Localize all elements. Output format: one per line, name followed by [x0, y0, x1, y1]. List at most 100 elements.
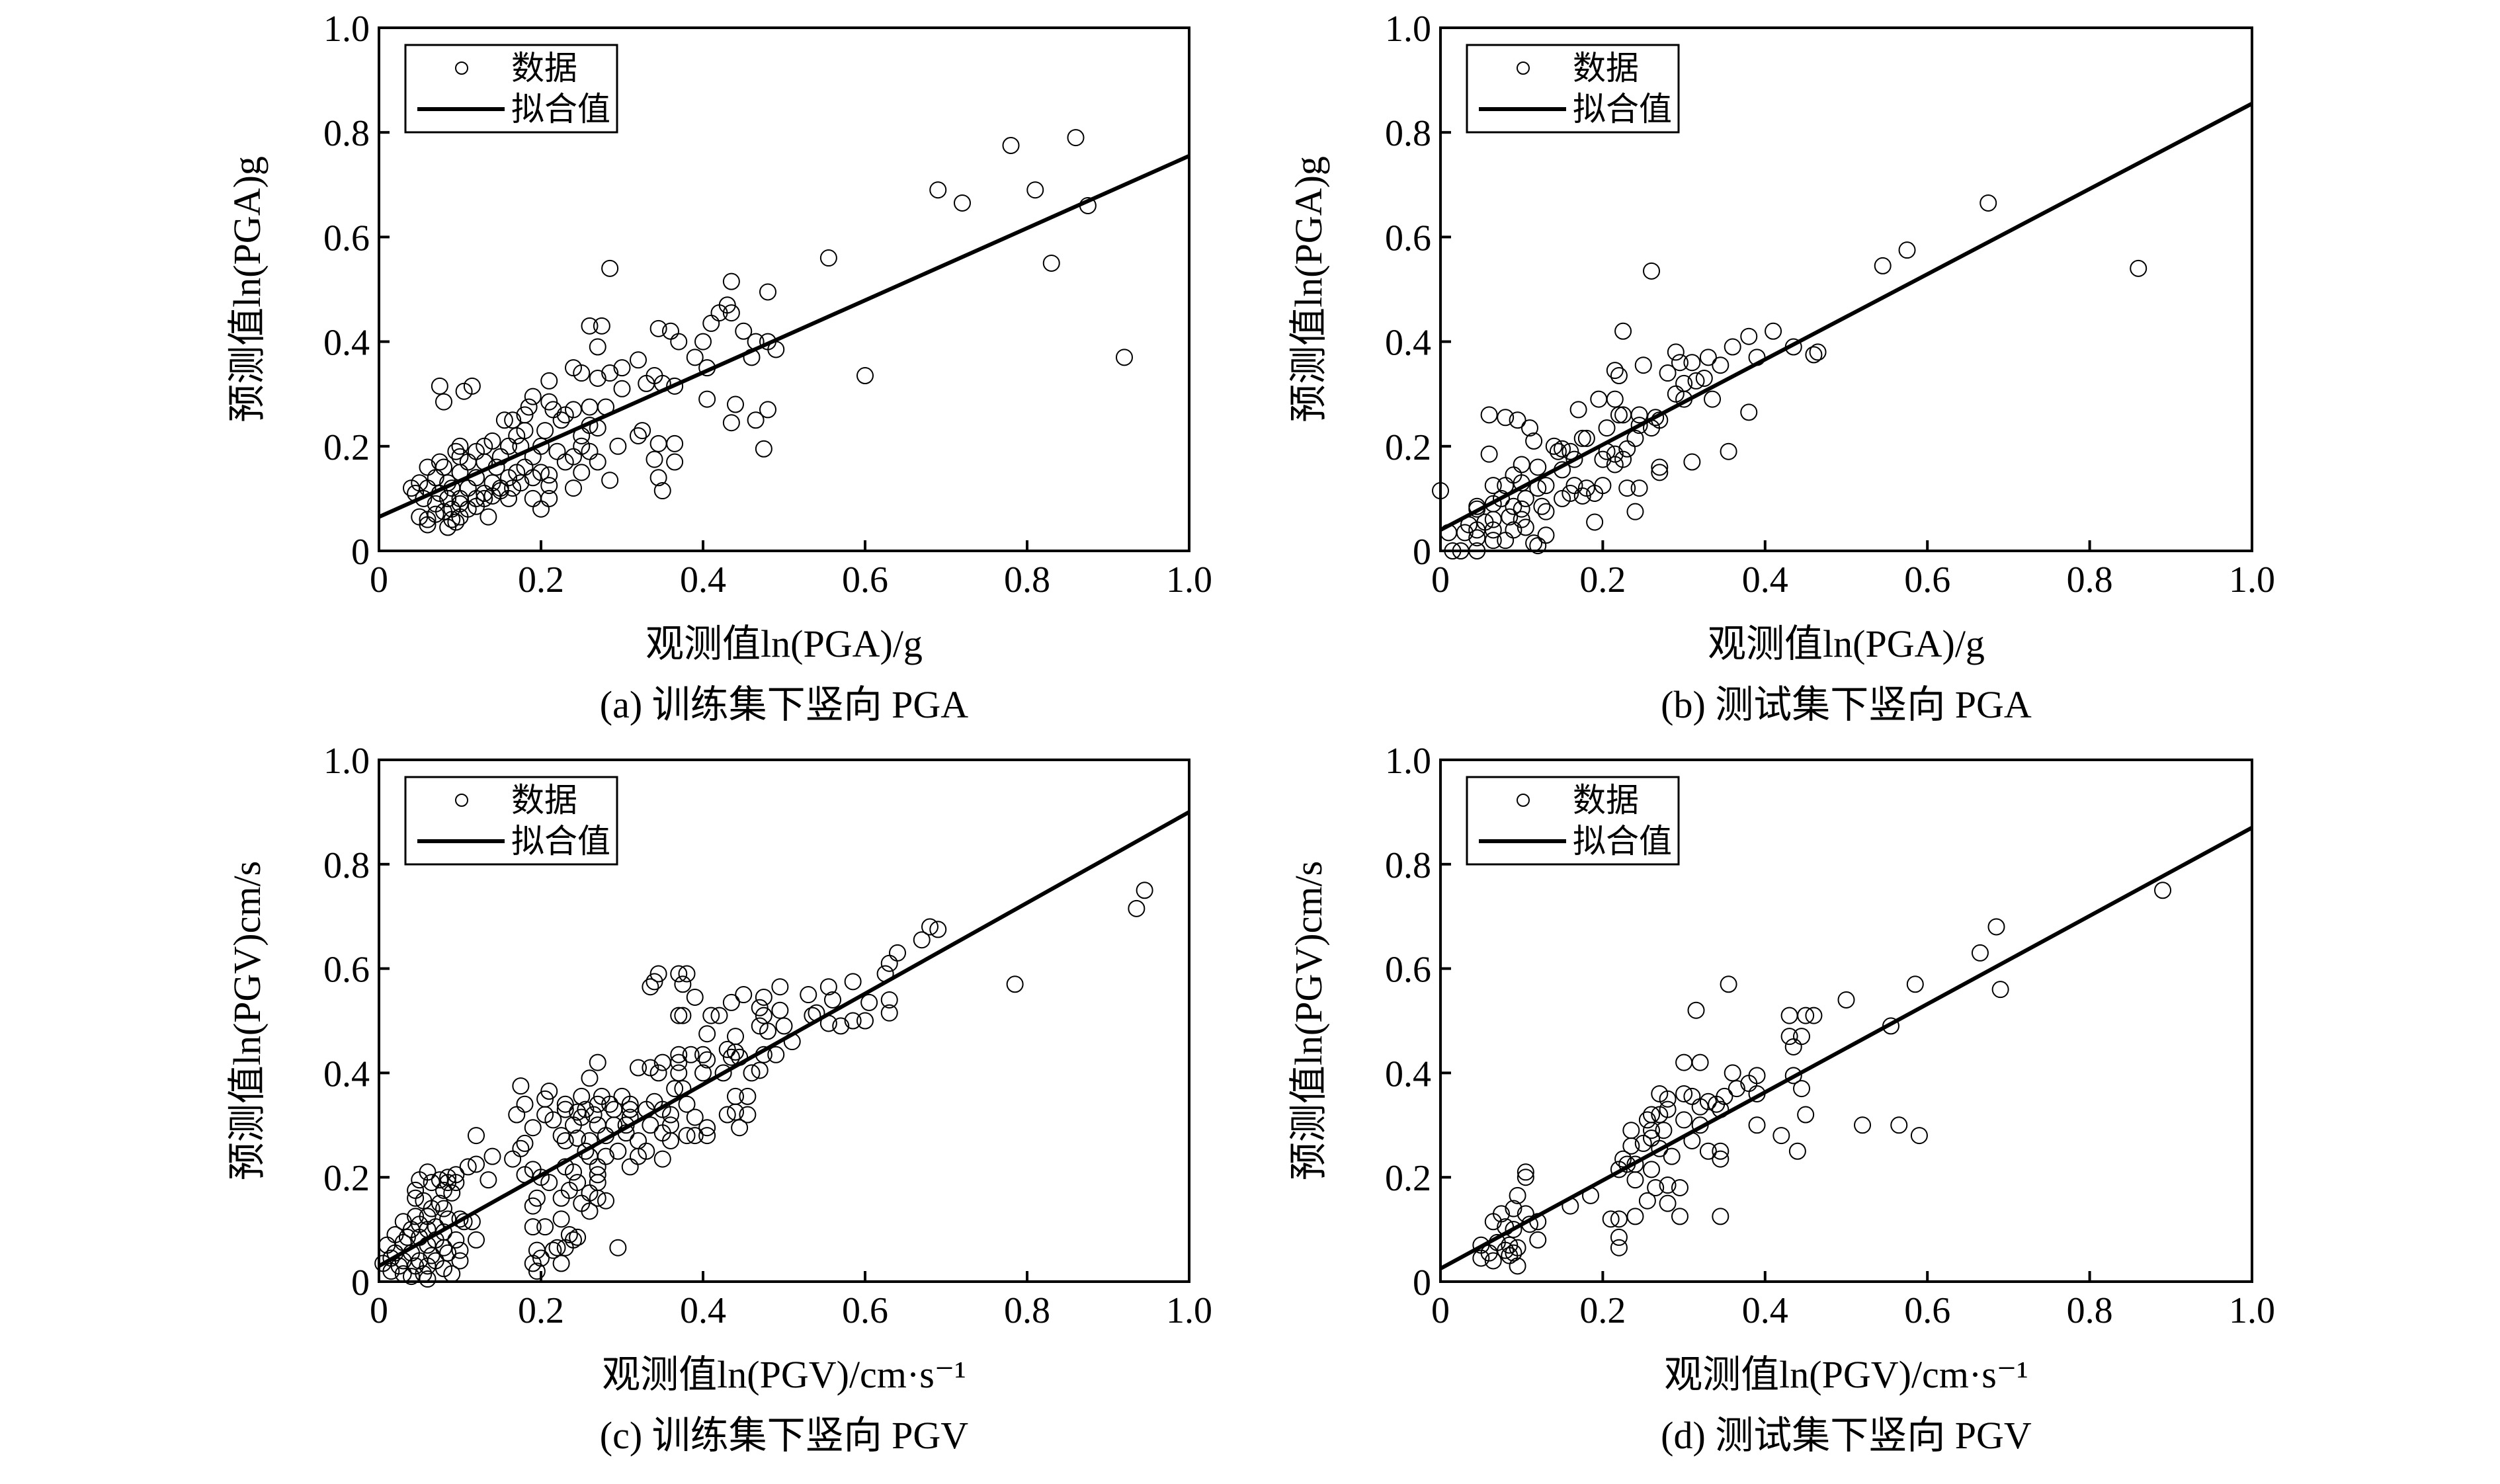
data-point [743, 1064, 761, 1082]
x-tick-label: 0.6 [1904, 1290, 1950, 1331]
data-point [1687, 372, 1705, 390]
data-point [929, 921, 947, 938]
data-point [435, 1239, 452, 1257]
data-point [589, 1166, 606, 1184]
data-point [929, 181, 947, 199]
data-point [1712, 1142, 1729, 1160]
data-point [714, 1064, 732, 1082]
legend-label-data: 数据 [511, 782, 577, 819]
data-point [1720, 975, 1737, 993]
data-point [702, 314, 720, 332]
data-point [1529, 1231, 1547, 1249]
data-point [694, 333, 712, 350]
data-point [722, 993, 740, 1011]
data-point [767, 1046, 785, 1063]
plot-frame [378, 26, 1190, 552]
data-point [1630, 417, 1648, 434]
y-axis-label: 预测值ln(PGA)g [226, 156, 269, 423]
data-point [1509, 411, 1526, 429]
data-point [621, 1095, 639, 1113]
data-point [1655, 1122, 1673, 1139]
data-point [552, 1255, 570, 1272]
data-point [954, 194, 971, 212]
data-point [1509, 1257, 1526, 1275]
fit-line [1439, 102, 2253, 532]
data-point [1971, 944, 1989, 962]
data-point [1724, 1064, 1741, 1082]
data-point [649, 1064, 667, 1082]
y-tick-label: 0.2 [1385, 1158, 1431, 1199]
data-point [1898, 241, 1916, 259]
data-point [504, 1150, 522, 1168]
data-point [1484, 1252, 1502, 1270]
data-point [435, 1200, 452, 1217]
data-point [1484, 477, 1502, 495]
data-point [601, 259, 619, 277]
x-tick-label: 0.2 [518, 1290, 564, 1331]
data-point [1537, 477, 1555, 495]
data-point [1788, 1142, 1806, 1160]
data-point [609, 437, 627, 455]
data-point [524, 1197, 542, 1215]
y-tick-label: 0 [351, 532, 370, 573]
data-point [755, 1007, 772, 1024]
data-point [419, 511, 437, 528]
data-point [1630, 479, 1648, 497]
data-point [1602, 1210, 1620, 1228]
data-point [1687, 1001, 1705, 1019]
data-point [1797, 1106, 1815, 1124]
y-tick-label: 0.6 [323, 218, 370, 259]
data-point [670, 1007, 688, 1024]
data-point [435, 393, 452, 411]
data-point [382, 1262, 400, 1280]
data-point [698, 1025, 716, 1043]
x-tick-label: 0.6 [842, 559, 888, 600]
data-point [1704, 390, 1722, 408]
data-point [755, 988, 772, 1006]
data-point [1659, 1090, 1677, 1108]
x-tick-label: 1.0 [1166, 1290, 1212, 1331]
data-point [565, 479, 582, 497]
data-point [1691, 1053, 1709, 1071]
data-point [1634, 1134, 1652, 1152]
data-point [1724, 338, 1741, 356]
panel-caption: (b) 测试集下竖向 PGA [1661, 683, 2032, 726]
data-point [508, 1106, 526, 1124]
data-point [739, 1087, 757, 1105]
data-point [451, 489, 469, 507]
data-point [593, 317, 610, 335]
data-point [1659, 364, 1677, 382]
data-point [1042, 254, 1060, 272]
x-tick-label: 0.6 [1904, 559, 1950, 600]
data-point [544, 1111, 562, 1129]
y-tick-label: 1.0 [1385, 9, 1431, 50]
x-tick-label: 0.2 [1579, 559, 1626, 600]
data-point [642, 1116, 659, 1134]
x-tick-label: 0.8 [2067, 559, 2113, 600]
data-point [1740, 403, 1758, 421]
data-point [1525, 432, 1543, 450]
data-point [630, 1132, 647, 1149]
data-point [589, 338, 606, 356]
data-point [536, 422, 554, 440]
data-point [601, 472, 619, 489]
data-point [589, 1053, 606, 1071]
plot-frame [1439, 26, 2253, 552]
data-point [528, 1189, 546, 1207]
data-point [1006, 975, 1024, 993]
x-tick-label: 0.2 [1579, 1290, 1626, 1331]
data-point [565, 401, 582, 419]
data-point [609, 1142, 627, 1160]
data-point [1562, 442, 1579, 460]
data-point [1748, 1116, 1766, 1134]
data-point [678, 965, 696, 983]
data-point [1638, 1111, 1656, 1129]
data-point [439, 1174, 457, 1192]
data-point [1780, 1007, 1798, 1024]
data-point [581, 1069, 599, 1087]
plot-frame [1439, 759, 2253, 1283]
data-point [775, 1017, 793, 1035]
